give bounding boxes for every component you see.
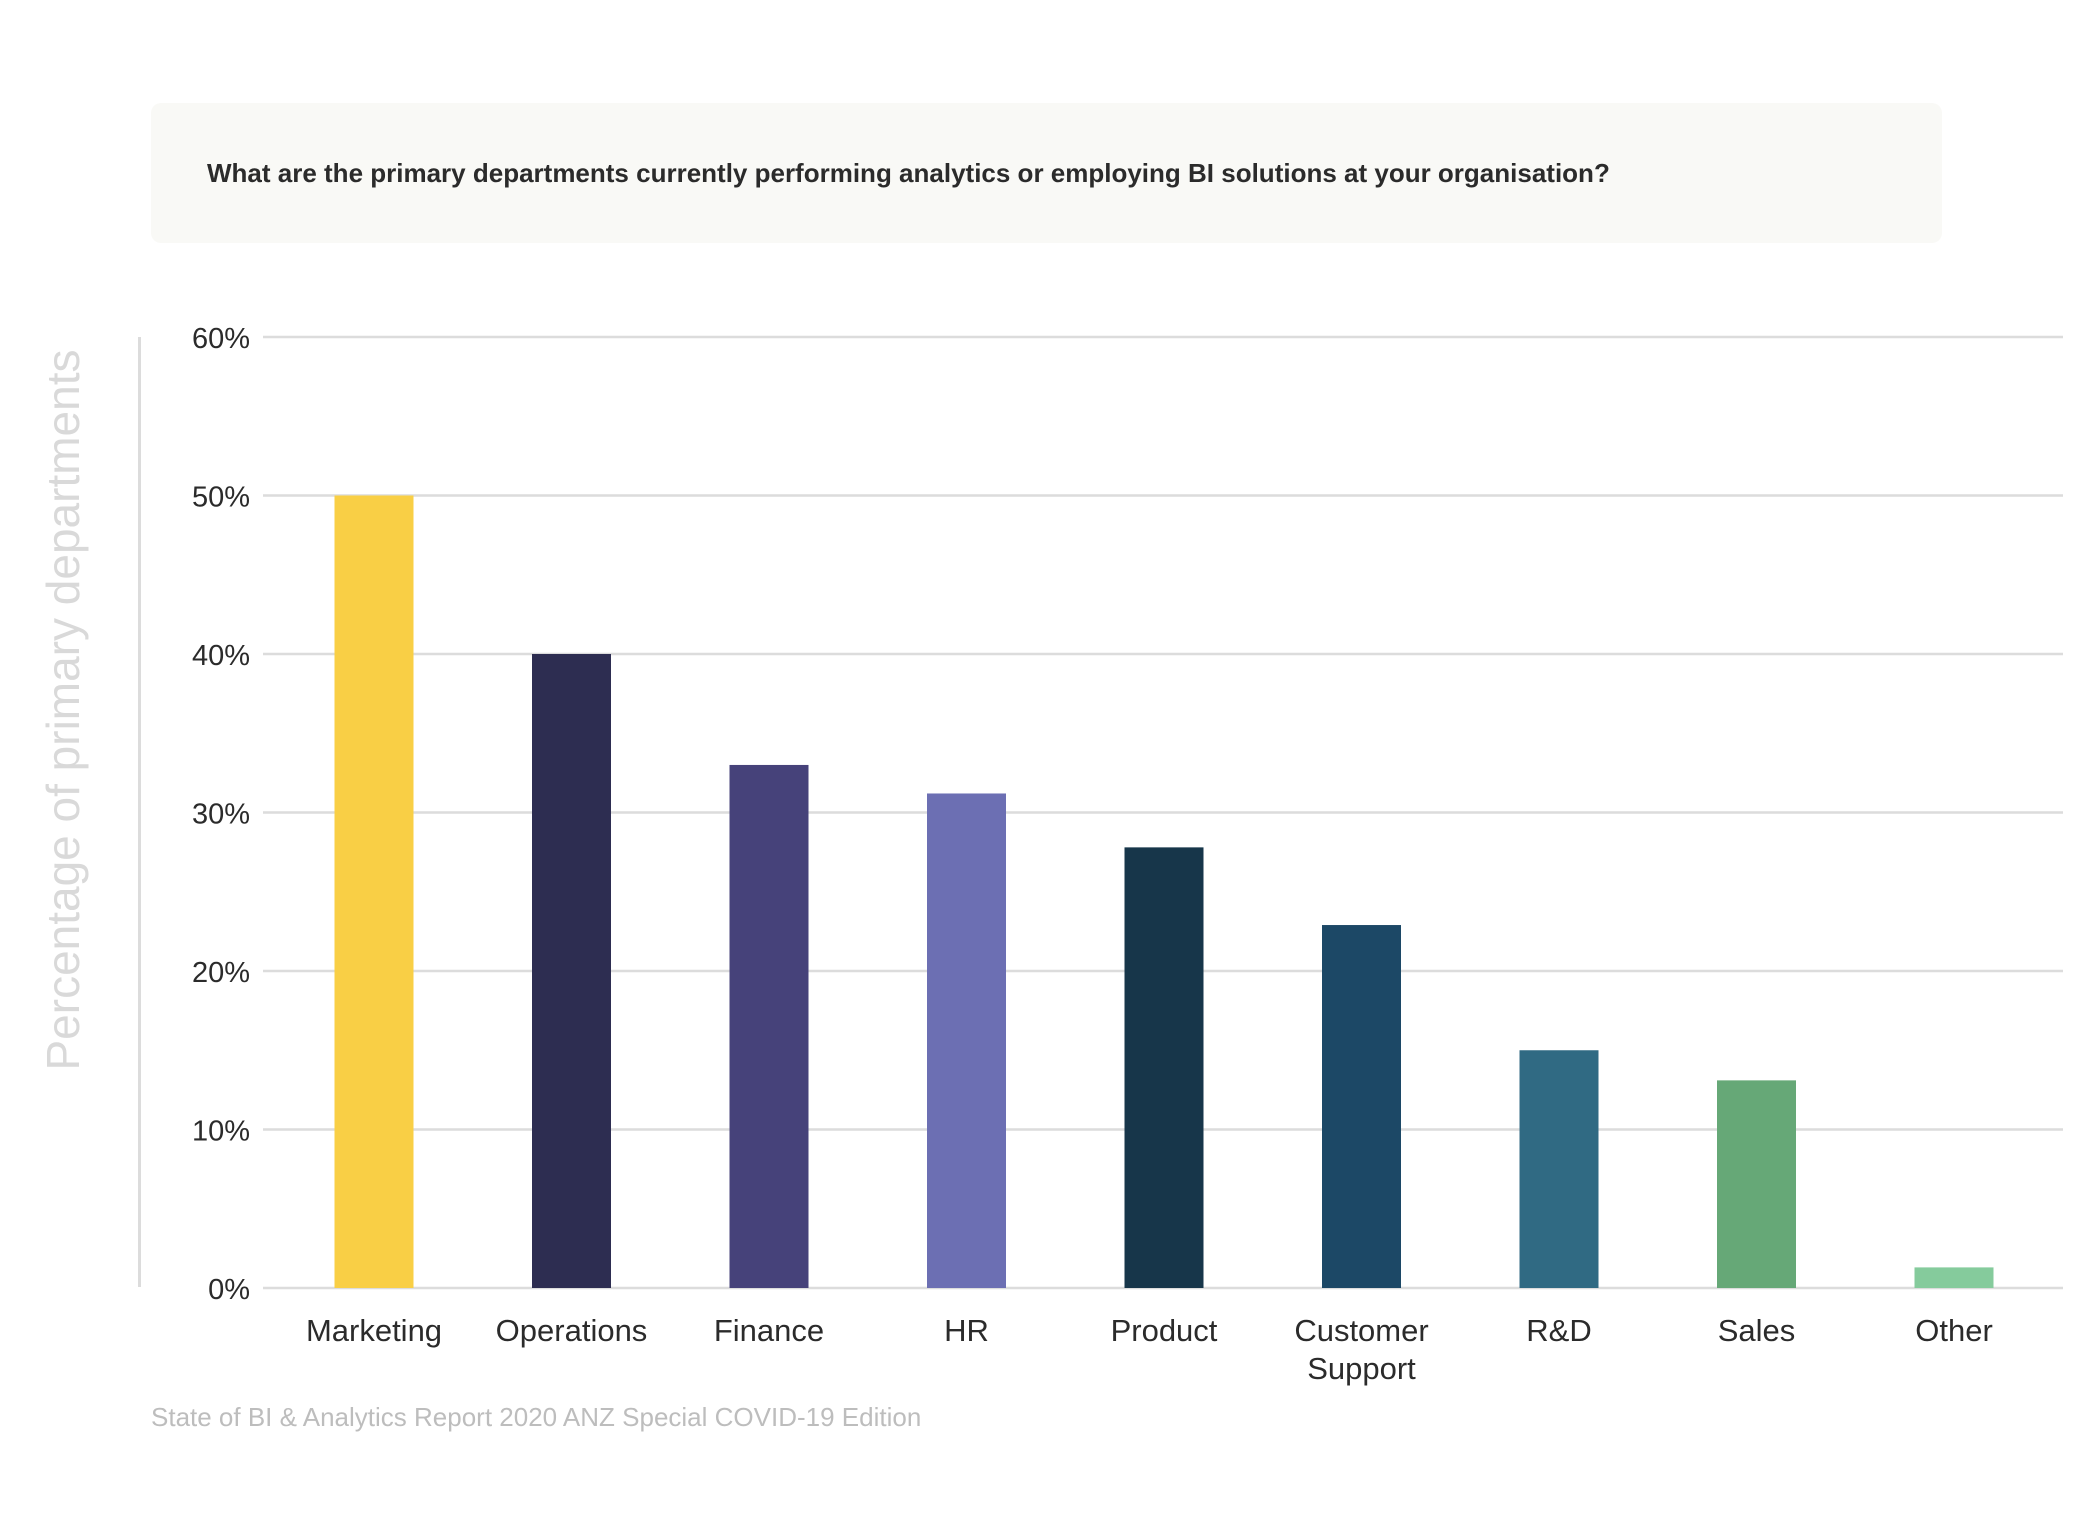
bar-customer-support [1322, 925, 1401, 1288]
y-tick-label: 50% [192, 482, 250, 514]
bar-hr [927, 793, 1006, 1288]
question-box: What are the primary departments current… [151, 103, 1942, 243]
bar-operations [532, 654, 611, 1288]
x-tick-label: Finance [714, 1313, 824, 1348]
bar-other [1914, 1267, 1994, 1288]
bar-r-d [1519, 1050, 1599, 1288]
chart-title: What are the primary departments current… [207, 158, 1610, 188]
y-tick-label: 60% [192, 323, 250, 355]
source-note: State of BI & Analytics Report 2020 ANZ … [151, 1402, 922, 1432]
y-tick-label: 30% [192, 799, 250, 831]
y-axis-line [138, 337, 141, 1287]
y-tick-label: 20% [192, 957, 250, 989]
bar-marketing [334, 495, 414, 1288]
bar-finance [729, 764, 809, 1288]
x-tick-label: Customer [1294, 1313, 1428, 1348]
x-tick-label: Support [1307, 1351, 1416, 1386]
x-tick-label: HR [944, 1313, 989, 1348]
x-tick-label: R&D [1526, 1313, 1591, 1348]
y-tick-label: 40% [192, 640, 250, 672]
x-tick-label: Sales [1718, 1313, 1796, 1348]
x-tick-label: Operations [496, 1313, 648, 1348]
y-tick-label: 10% [192, 1116, 250, 1148]
bar-sales [1717, 1080, 1796, 1288]
x-tick-label: Other [1915, 1313, 1993, 1348]
y-tick-label: 0% [208, 1274, 250, 1306]
x-tick-label: Product [1111, 1313, 1218, 1348]
bar-product [1124, 847, 1204, 1288]
x-tick-label: Marketing [306, 1313, 442, 1348]
